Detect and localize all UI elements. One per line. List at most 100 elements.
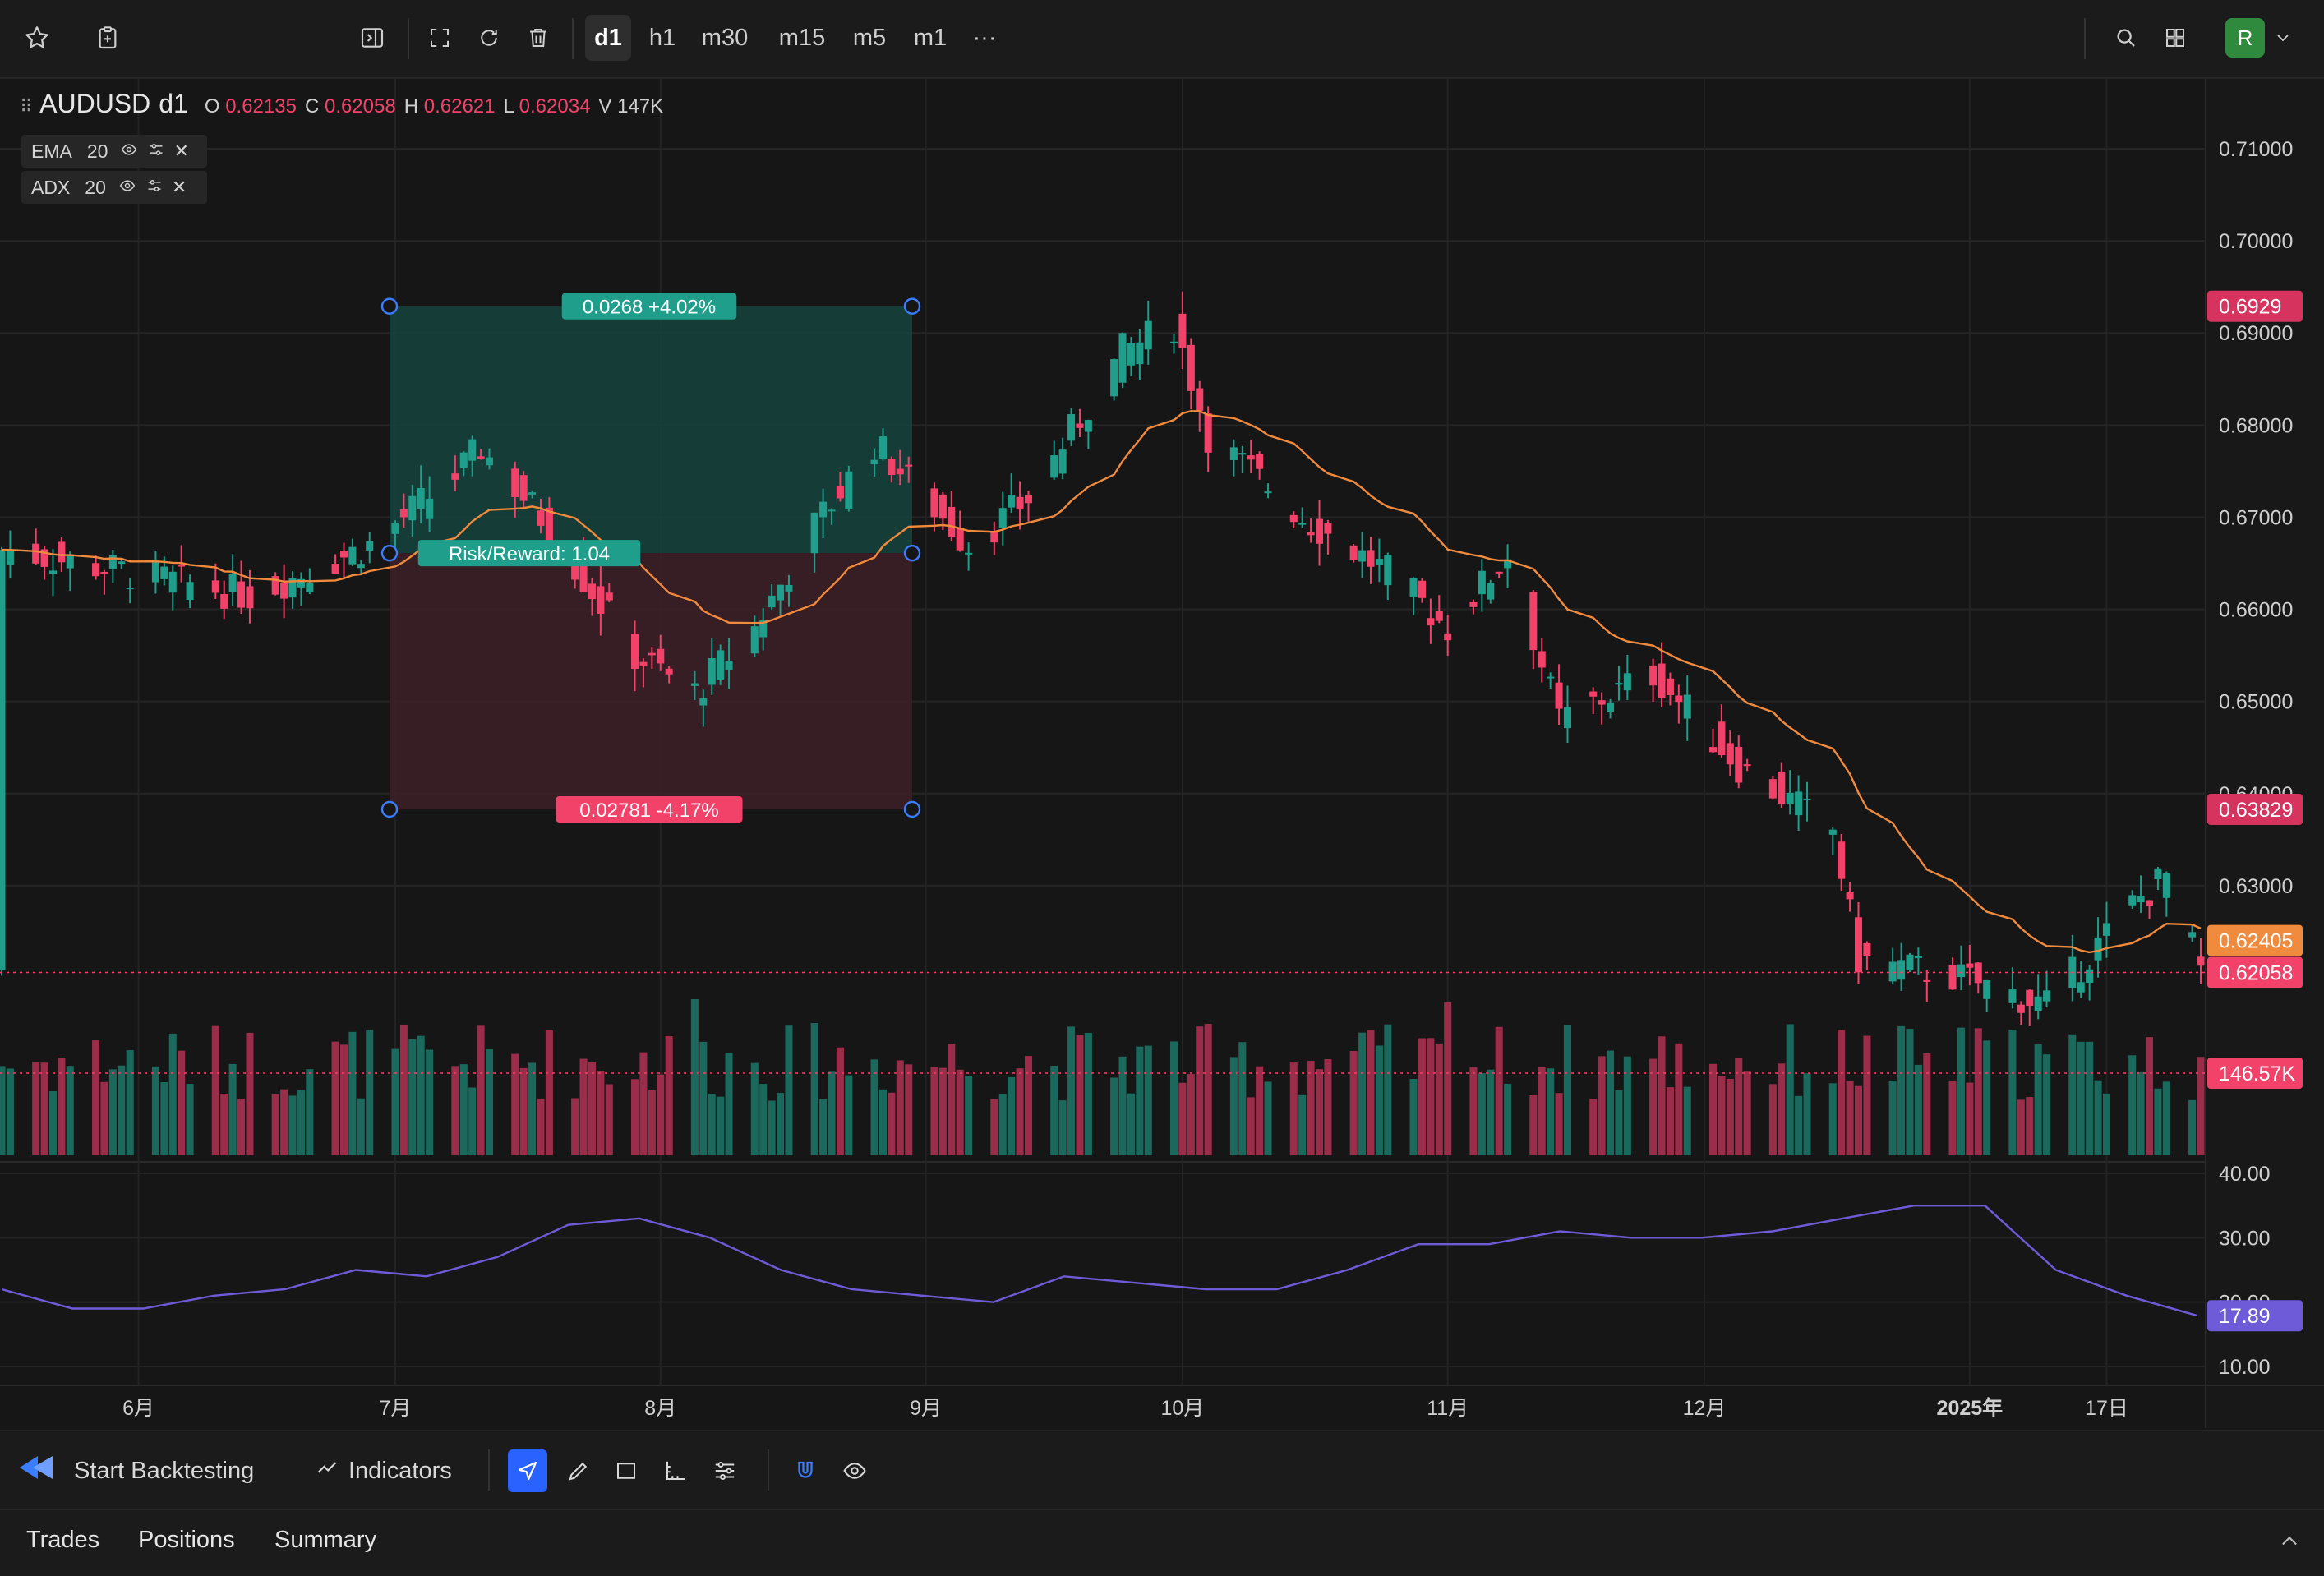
volume-bar bbox=[1169, 1041, 1178, 1155]
time-axis-label: 10月 bbox=[1161, 1397, 1205, 1420]
volume-bar bbox=[519, 1067, 528, 1155]
price-chart[interactable]: 0.71000 0.70000 0.69000 0.68000 0.67000 0.660… bbox=[0, 79, 2324, 1428]
eye-icon[interactable] bbox=[119, 141, 139, 163]
tab-summary[interactable]: Summary bbox=[274, 1527, 377, 1553]
adx-value-badge-bg bbox=[2207, 1300, 2303, 1332]
candle-body bbox=[32, 543, 40, 564]
star-icon[interactable] bbox=[16, 15, 58, 61]
volume-bar bbox=[6, 1068, 14, 1155]
candle-body bbox=[785, 584, 793, 592]
volume-bar bbox=[151, 1066, 159, 1155]
candle-body bbox=[1418, 580, 1426, 598]
start-backtesting-button[interactable]: Start Backtesting bbox=[16, 1449, 254, 1492]
volume-bar bbox=[1768, 1084, 1777, 1155]
timeframe-h1[interactable]: h1 bbox=[648, 24, 676, 51]
timeframe-m15[interactable]: m15 bbox=[778, 24, 826, 51]
volume-bar bbox=[1529, 1094, 1538, 1155]
settings-sliders-icon[interactable] bbox=[145, 177, 164, 199]
candle-body bbox=[888, 459, 896, 476]
volume-bar bbox=[2146, 1037, 2154, 1155]
candle-body bbox=[998, 508, 1007, 528]
bottom-tabs: Trades Positions Summary bbox=[0, 1509, 2324, 1576]
settings-sliders-icon[interactable] bbox=[147, 141, 165, 163]
drag-handle-icon[interactable]: ⠿ bbox=[20, 96, 33, 117]
candle-body bbox=[2197, 956, 2205, 966]
volume-bar bbox=[331, 1041, 339, 1155]
volume-bar bbox=[708, 1094, 716, 1155]
tab-positions[interactable]: Positions bbox=[138, 1527, 235, 1553]
chevron-up-icon[interactable] bbox=[2278, 1530, 2301, 1560]
layout-grid-icon[interactable] bbox=[2155, 15, 2196, 61]
candle-body bbox=[408, 495, 417, 521]
candle-body bbox=[391, 523, 399, 534]
search-icon[interactable] bbox=[2105, 15, 2146, 61]
volume-bar bbox=[100, 1081, 108, 1155]
candle-body bbox=[1828, 829, 1837, 835]
magnet-icon[interactable] bbox=[786, 1449, 825, 1492]
candle-body bbox=[1786, 792, 1794, 804]
fullscreen-icon[interactable] bbox=[419, 15, 460, 61]
eye-icon[interactable] bbox=[118, 177, 137, 199]
indicators-button[interactable]: Indicators bbox=[314, 1449, 452, 1492]
ruler-icon[interactable] bbox=[656, 1449, 695, 1492]
position-tool-icon[interactable] bbox=[705, 1449, 745, 1492]
low-label: L 0.62034 bbox=[503, 95, 591, 118]
refresh-icon[interactable] bbox=[468, 15, 510, 61]
close-icon[interactable]: ✕ bbox=[171, 177, 187, 197]
volume-bar bbox=[1298, 1094, 1307, 1155]
avatar[interactable]: R bbox=[2225, 18, 2265, 58]
volume-bar bbox=[1495, 1026, 1503, 1155]
candle-body bbox=[1838, 841, 1846, 879]
candle-body bbox=[1016, 496, 1024, 510]
timeframe-m5[interactable]: m5 bbox=[852, 24, 887, 51]
volume-bar bbox=[1289, 1062, 1298, 1155]
candle-body bbox=[0, 550, 6, 970]
pencil-icon[interactable] bbox=[559, 1449, 598, 1492]
trash-icon[interactable] bbox=[518, 15, 559, 61]
time-axis-label: 7月 bbox=[380, 1397, 412, 1420]
tab-trades[interactable]: Trades bbox=[26, 1527, 100, 1553]
candle-body bbox=[1538, 651, 1546, 668]
rr-handle bbox=[380, 544, 399, 562]
profit-label-bg bbox=[561, 293, 737, 320]
close-icon[interactable]: ✕ bbox=[173, 141, 189, 161]
candle-body bbox=[2026, 989, 2034, 1007]
timeframe-m1[interactable]: m1 bbox=[913, 24, 948, 51]
candle-body bbox=[1469, 601, 1478, 607]
candle-body bbox=[1050, 455, 1058, 478]
candle-body bbox=[66, 555, 74, 569]
volume-bar bbox=[639, 1052, 648, 1155]
candle-body bbox=[725, 661, 733, 670]
time-axis-label: 2025年 bbox=[1937, 1396, 2004, 1420]
indicator-chip-adx[interactable]: ADX 20 ✕ bbox=[21, 171, 207, 204]
candle-body bbox=[48, 570, 57, 574]
candle-body bbox=[485, 457, 494, 466]
chart-area[interactable]: 0.71000 0.70000 0.69000 0.68000 0.67000 0.660… bbox=[0, 79, 2324, 1428]
volume-bar bbox=[417, 1035, 425, 1155]
chevron-down-icon[interactable] bbox=[2268, 15, 2298, 61]
more-timeframes-button[interactable]: ··· bbox=[972, 24, 997, 51]
candle-body bbox=[597, 586, 605, 614]
volume-bar bbox=[2086, 1041, 2094, 1155]
volume-bar bbox=[1726, 1078, 1734, 1155]
volume-bar bbox=[1906, 1028, 1914, 1155]
candle-body bbox=[1974, 962, 1982, 984]
panel-toggle-icon[interactable] bbox=[352, 15, 393, 61]
candle-body bbox=[1778, 772, 1786, 804]
candle-body bbox=[1324, 523, 1332, 534]
candle-body bbox=[768, 595, 776, 608]
symbol-name[interactable]: AUDUSD bbox=[39, 89, 151, 118]
volume-bar bbox=[1888, 1080, 1897, 1155]
cursor-tool-icon[interactable] bbox=[508, 1449, 547, 1492]
indicator-chip-ema[interactable]: EMA 20 ✕ bbox=[21, 135, 207, 168]
eye-icon[interactable] bbox=[835, 1449, 874, 1492]
candle-body bbox=[1957, 964, 1965, 978]
candle-body bbox=[297, 578, 305, 588]
clipboard-icon[interactable] bbox=[87, 15, 128, 61]
timeframe-d1[interactable]: d1 bbox=[585, 15, 631, 61]
volume-bar bbox=[1863, 1035, 1871, 1155]
rectangle-tool-icon[interactable] bbox=[606, 1449, 646, 1492]
volume-bar bbox=[1247, 1097, 1255, 1155]
volume-bar bbox=[1349, 1050, 1358, 1155]
timeframe-m30[interactable]: m30 bbox=[701, 24, 749, 51]
